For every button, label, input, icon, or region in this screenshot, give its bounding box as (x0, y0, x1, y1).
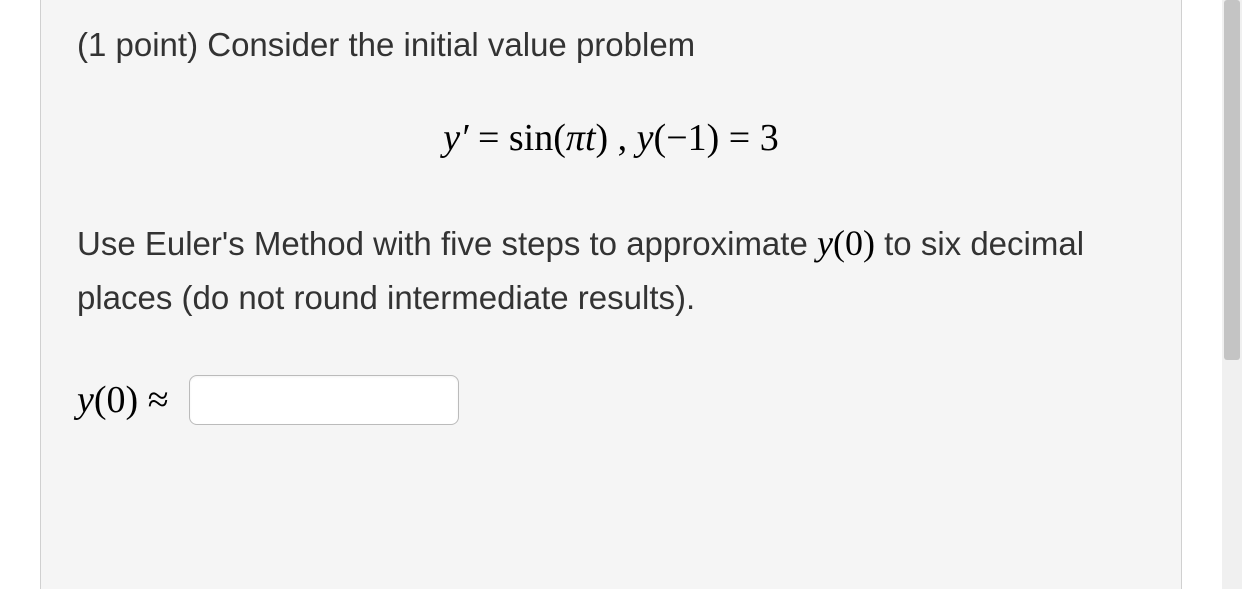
instr-math: y(0) (817, 223, 875, 263)
answer-lparen: ( (94, 379, 107, 421)
instr-math-arg: 0 (845, 223, 863, 263)
equation: y′ = sin(πt) , y(−1) = 3 (77, 116, 1145, 160)
eq-cond-arg: −1 (666, 117, 706, 159)
points-label: (1 point) (77, 26, 207, 63)
answer-var: y (77, 379, 94, 421)
eq-cond-var: y (637, 117, 654, 159)
instruction-text: Use Euler's Method with five steps to ap… (77, 216, 1145, 323)
answer-label: y(0) ≈ (77, 378, 169, 422)
eq-lparen: ( (553, 117, 566, 159)
instr-p1: Use Euler's Method with five steps to ap… (77, 225, 817, 262)
instr-math-rparen: ) (863, 223, 875, 263)
eq-equals: = (468, 117, 508, 159)
eq-cond-eq: = (719, 117, 759, 159)
intro-text: Consider the initial value problem (207, 26, 695, 63)
answer-rparen: ) (126, 379, 139, 421)
answer-row: y(0) ≈ (77, 375, 1145, 425)
instr-math-lparen: ( (833, 223, 845, 263)
scrollbar-track[interactable] (1222, 0, 1242, 589)
answer-approx: ≈ (138, 379, 168, 421)
problem-box: (1 point) Consider the initial value pro… (40, 0, 1182, 589)
eq-pi: π (566, 117, 585, 159)
eq-sep: , (608, 117, 637, 159)
eq-cond-val: 3 (760, 117, 779, 159)
answer-arg: 0 (107, 379, 126, 421)
eq-lhs-var: y (443, 117, 460, 159)
eq-rparen: ) (596, 117, 609, 159)
page-container: (1 point) Consider the initial value pro… (0, 0, 1200, 589)
problem-intro: (1 point) Consider the initial value pro… (77, 22, 1145, 68)
eq-cond-lparen: ( (654, 117, 667, 159)
answer-input[interactable] (189, 375, 459, 425)
scrollbar-thumb[interactable] (1224, 0, 1240, 360)
eq-func: sin (509, 117, 553, 159)
eq-t: t (585, 117, 596, 159)
eq-cond-rparen: ) (707, 117, 720, 159)
instr-math-var: y (817, 223, 833, 263)
